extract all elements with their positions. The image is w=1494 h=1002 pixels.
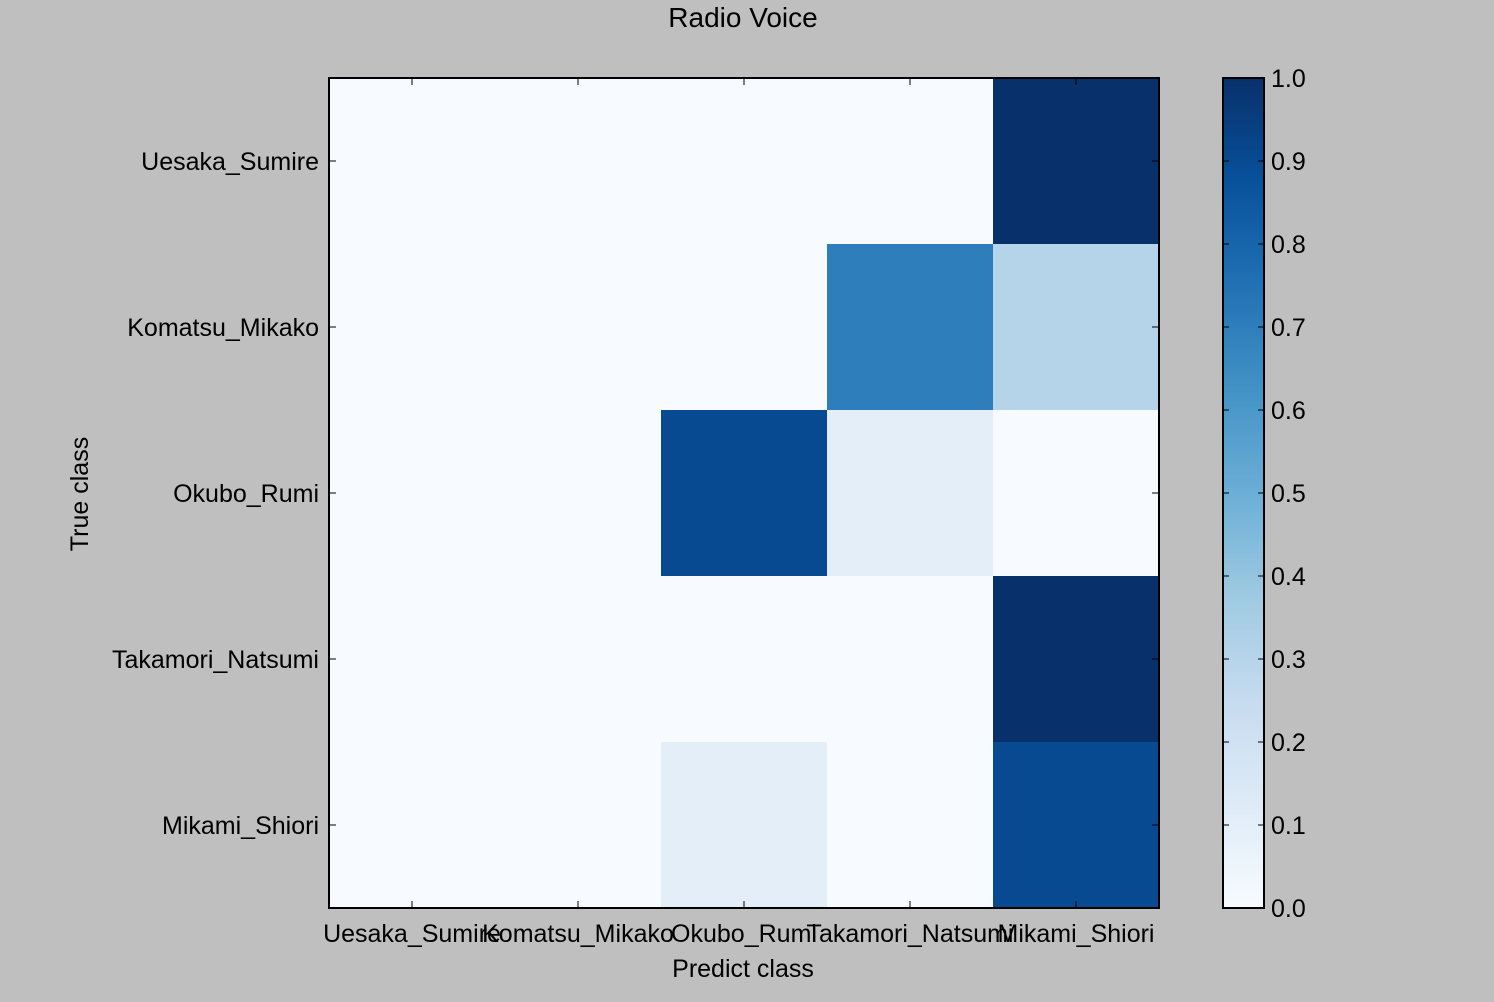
x-tick-label: Takamori_Natsumi bbox=[806, 920, 1013, 948]
y-tick-label: Mikami_Shiori bbox=[162, 812, 319, 840]
heatmap-cell bbox=[661, 742, 828, 909]
colorbar-tick-label: 0.2 bbox=[1271, 729, 1306, 757]
heatmap-cell bbox=[993, 410, 1160, 577]
x-tick-label: Mikami_Shiori bbox=[998, 920, 1155, 948]
heatmap-cell bbox=[495, 244, 662, 411]
heatmap-cell bbox=[827, 78, 994, 245]
x-tick-labels: Uesaka_SumireKomatsu_MikakoOkubo_RumiTak… bbox=[323, 920, 1154, 948]
y-tick-label: Komatsu_Mikako bbox=[127, 314, 319, 342]
colorbar-tick-label: 0.7 bbox=[1271, 314, 1306, 342]
colorbar-tick-label: 0.9 bbox=[1271, 148, 1306, 176]
colorbar-tick-label: 0.5 bbox=[1271, 480, 1306, 508]
heatmap-cell bbox=[329, 244, 496, 411]
colorbar-tick-label: 0.8 bbox=[1271, 231, 1306, 259]
x-axis-label: Predict class bbox=[672, 955, 814, 983]
x-tick-label: Okubo_Rumi bbox=[671, 920, 817, 948]
y-tick-label: Takamori_Natsumi bbox=[112, 646, 319, 674]
colorbar-tick-label: 0.0 bbox=[1271, 895, 1306, 923]
heatmap-cell bbox=[661, 244, 828, 411]
x-tick-label: Komatsu_Mikako bbox=[482, 920, 674, 948]
heatmap-cell bbox=[993, 78, 1160, 245]
heatmap-cell bbox=[329, 410, 496, 577]
heatmap-cell bbox=[329, 576, 496, 743]
heatmap-cell bbox=[495, 410, 662, 577]
heatmap-cell bbox=[329, 742, 496, 909]
colorbar bbox=[1222, 77, 1265, 909]
heatmap-cell bbox=[993, 742, 1160, 909]
heatmap-cell bbox=[827, 576, 994, 743]
heatmap-cell bbox=[993, 244, 1160, 411]
heatmap-cell bbox=[827, 742, 994, 909]
colorbar-tick-label: 0.4 bbox=[1271, 563, 1306, 591]
colorbar-tick-label: 0.3 bbox=[1271, 646, 1306, 674]
colorbar-ticks: 0.0 0.1 0.2 0.3 0.4 0.5 0.6 0.7 0.8 0.9 1.0 bbox=[1223, 65, 1306, 923]
heatmap-cell bbox=[993, 576, 1160, 743]
heatmap-cell bbox=[661, 78, 828, 245]
heatmap-cell bbox=[661, 576, 828, 743]
colorbar-tick-label: 1.0 bbox=[1271, 65, 1306, 93]
chart-title: Radio Voice bbox=[668, 2, 817, 33]
heatmap-cell bbox=[661, 410, 828, 577]
y-tick-labels: Uesaka_Sumire Komatsu_Mikako Okubo_Rumi Tak… bbox=[112, 148, 319, 840]
x-tick-label: Uesaka_Sumire bbox=[323, 920, 501, 948]
axis-ticks bbox=[329, 78, 1159, 908]
heatmap-cell bbox=[329, 78, 496, 245]
y-axis-label: True class bbox=[66, 437, 94, 551]
colorbar-tick-label: 0.1 bbox=[1271, 812, 1306, 840]
heatmap-cell bbox=[827, 244, 994, 411]
colorbar-tick-label: 0.6 bbox=[1271, 397, 1306, 425]
y-tick-label: Okubo_Rumi bbox=[173, 480, 319, 508]
heatmap-cell bbox=[495, 742, 662, 909]
heatmap-cell bbox=[827, 410, 994, 577]
heatmap-cells bbox=[329, 78, 1160, 909]
heatmap-cell bbox=[495, 576, 662, 743]
y-tick-label: Uesaka_Sumire bbox=[141, 148, 319, 176]
heatmap-cell bbox=[495, 78, 662, 245]
